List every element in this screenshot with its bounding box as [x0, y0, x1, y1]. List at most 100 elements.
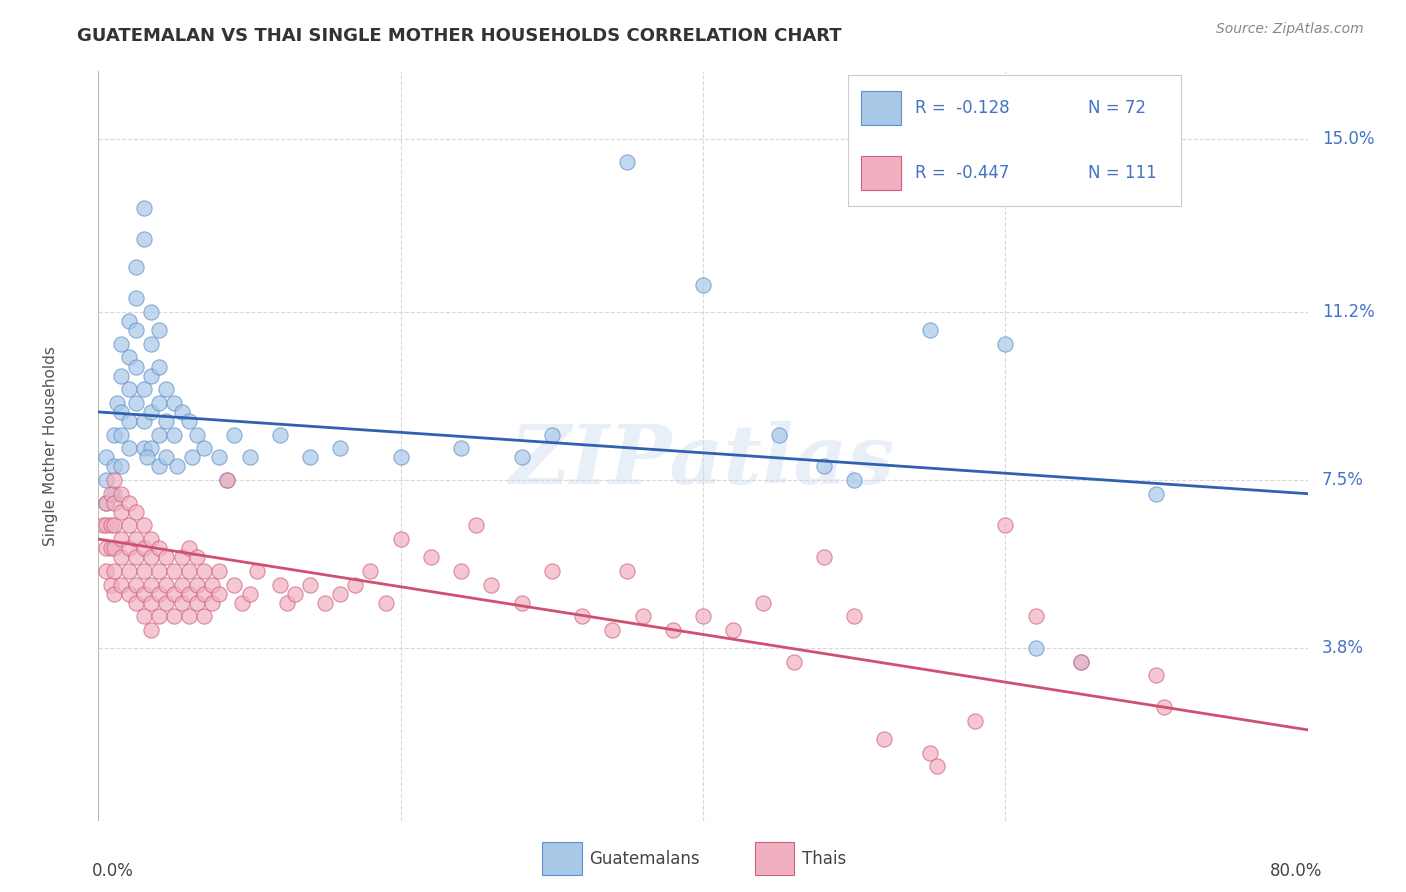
Point [179, 541, 201, 556]
Point [224, 427, 246, 442]
Point [723, 623, 745, 637]
Point [166, 459, 188, 474]
Point [155, 577, 177, 591]
Point [105, 396, 128, 410]
Point [186, 427, 208, 442]
Point [118, 442, 141, 456]
Point [118, 518, 141, 533]
Point [155, 450, 177, 465]
Text: 0.0%: 0.0% [93, 862, 134, 880]
Point [208, 450, 231, 465]
Point [148, 541, 170, 556]
Point [103, 496, 125, 510]
Text: 11.2%: 11.2% [1322, 303, 1375, 321]
Text: Guatemalans: Guatemalans [589, 849, 700, 868]
Point [215, 473, 238, 487]
Point [215, 473, 238, 487]
Point [299, 450, 322, 465]
Point [132, 232, 155, 246]
Point [110, 577, 132, 591]
Point [692, 609, 714, 624]
Point [103, 473, 125, 487]
Point [284, 586, 307, 600]
Point [844, 473, 866, 487]
Point [360, 564, 382, 578]
Point [148, 396, 170, 410]
Point [873, 731, 896, 746]
Text: GUATEMALAN VS THAI SINGLE MOTHER HOUSEHOLDS CORRELATION CHART: GUATEMALAN VS THAI SINGLE MOTHER HOUSEHO… [77, 27, 842, 45]
Point [91, 518, 114, 533]
Point [314, 596, 336, 610]
Point [692, 277, 714, 292]
Text: Single Mother Households: Single Mother Households [42, 346, 58, 546]
Point [170, 405, 193, 419]
Point [994, 518, 1017, 533]
Point [100, 518, 122, 533]
Point [94, 496, 117, 510]
Point [125, 505, 148, 519]
Point [1146, 668, 1168, 682]
Point [450, 564, 472, 578]
Point [118, 586, 141, 600]
Point [110, 486, 132, 500]
Point [813, 459, 835, 474]
Point [193, 609, 215, 624]
Point [571, 609, 593, 624]
Point [1146, 486, 1168, 500]
Point [163, 396, 186, 410]
Point [465, 518, 488, 533]
Text: 3.8%: 3.8% [1322, 639, 1364, 657]
Point [269, 427, 291, 442]
Point [231, 596, 253, 610]
Point [1070, 655, 1092, 669]
Point [510, 450, 533, 465]
Point [110, 405, 132, 419]
Point [616, 564, 638, 578]
Point [224, 577, 246, 591]
Point [927, 759, 949, 773]
Point [125, 292, 148, 306]
Point [135, 450, 157, 465]
Point [141, 532, 163, 546]
Point [132, 382, 155, 396]
Point [141, 442, 163, 456]
Point [163, 564, 186, 578]
Point [141, 405, 163, 419]
Point [155, 382, 177, 396]
Point [181, 450, 204, 465]
Point [616, 155, 638, 169]
Point [661, 623, 683, 637]
Point [179, 414, 201, 428]
Point [132, 201, 155, 215]
FancyBboxPatch shape [755, 842, 794, 874]
Point [179, 564, 201, 578]
Point [125, 323, 148, 337]
Point [918, 746, 941, 760]
Point [965, 714, 987, 728]
Point [239, 586, 262, 600]
Point [118, 414, 141, 428]
Point [132, 414, 155, 428]
Point [239, 450, 262, 465]
Point [329, 442, 352, 456]
Point [389, 450, 412, 465]
Point [118, 314, 141, 328]
Point [170, 550, 193, 565]
Point [148, 427, 170, 442]
Point [389, 532, 412, 546]
Point [329, 586, 352, 600]
Point [186, 596, 208, 610]
Point [276, 596, 298, 610]
Point [201, 577, 224, 591]
Point [94, 473, 117, 487]
Point [94, 541, 117, 556]
Point [141, 550, 163, 565]
Point [125, 596, 148, 610]
Point [125, 396, 148, 410]
Point [994, 336, 1017, 351]
Point [602, 623, 624, 637]
Point [813, 550, 835, 565]
Point [420, 550, 443, 565]
Point [103, 459, 125, 474]
FancyBboxPatch shape [543, 842, 582, 874]
